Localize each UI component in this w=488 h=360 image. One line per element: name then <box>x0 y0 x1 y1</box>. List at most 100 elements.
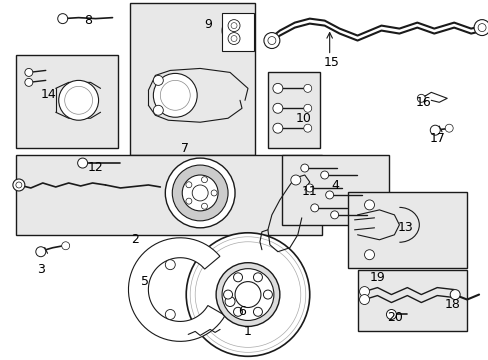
Circle shape <box>364 200 374 210</box>
Circle shape <box>253 307 262 316</box>
Text: 15: 15 <box>323 56 339 69</box>
Circle shape <box>192 185 208 201</box>
Circle shape <box>305 184 313 192</box>
Circle shape <box>25 68 33 76</box>
Circle shape <box>153 73 197 117</box>
Text: 18: 18 <box>444 298 459 311</box>
Circle shape <box>325 191 333 199</box>
Circle shape <box>227 20 240 32</box>
Bar <box>347 192 466 268</box>
Circle shape <box>267 37 275 45</box>
Bar <box>16 155 321 235</box>
Circle shape <box>153 75 163 85</box>
Circle shape <box>230 23 237 28</box>
Circle shape <box>290 175 300 185</box>
Circle shape <box>330 211 338 219</box>
Circle shape <box>201 177 207 183</box>
Circle shape <box>25 78 33 86</box>
Circle shape <box>185 198 191 204</box>
Circle shape <box>364 250 374 260</box>
Circle shape <box>36 247 46 257</box>
Circle shape <box>473 20 488 36</box>
Circle shape <box>13 179 25 191</box>
Circle shape <box>227 21 247 41</box>
Circle shape <box>303 124 311 132</box>
Circle shape <box>303 104 311 112</box>
Text: 8: 8 <box>84 14 92 27</box>
Bar <box>281 155 388 225</box>
Circle shape <box>320 171 328 179</box>
Circle shape <box>58 14 67 24</box>
Circle shape <box>59 80 99 120</box>
Text: 12: 12 <box>87 161 103 174</box>
Circle shape <box>303 84 311 92</box>
Circle shape <box>386 310 396 319</box>
Circle shape <box>165 158 235 228</box>
Circle shape <box>416 94 425 102</box>
Bar <box>16 55 118 148</box>
Circle shape <box>272 84 282 93</box>
Circle shape <box>235 282 261 307</box>
Text: 5: 5 <box>141 275 149 288</box>
Circle shape <box>227 32 240 45</box>
Circle shape <box>165 310 175 319</box>
Text: 14: 14 <box>41 88 57 101</box>
Circle shape <box>444 124 452 132</box>
Circle shape <box>165 260 175 270</box>
Circle shape <box>78 158 87 168</box>
Circle shape <box>216 263 279 327</box>
Circle shape <box>182 175 218 211</box>
Text: 11: 11 <box>301 185 317 198</box>
Circle shape <box>153 105 163 115</box>
Circle shape <box>190 237 305 352</box>
Text: 4: 4 <box>331 180 339 193</box>
Bar <box>357 270 466 332</box>
Circle shape <box>449 289 459 300</box>
Circle shape <box>359 294 369 305</box>
Circle shape <box>272 123 282 133</box>
Circle shape <box>172 165 227 221</box>
Circle shape <box>251 292 260 300</box>
Text: 17: 17 <box>428 132 444 145</box>
Bar <box>222 13 253 50</box>
Text: 16: 16 <box>414 96 430 109</box>
Circle shape <box>16 182 22 188</box>
Circle shape <box>195 242 300 347</box>
Text: 20: 20 <box>386 311 403 324</box>
Circle shape <box>359 287 369 297</box>
Circle shape <box>272 103 282 113</box>
Circle shape <box>222 15 253 46</box>
Circle shape <box>185 182 191 188</box>
Text: 10: 10 <box>295 112 311 125</box>
Bar <box>267 72 319 148</box>
Text: 2: 2 <box>131 233 139 246</box>
Text: 13: 13 <box>397 221 412 234</box>
Circle shape <box>477 24 485 32</box>
Circle shape <box>61 242 69 250</box>
Circle shape <box>160 80 190 110</box>
Text: 6: 6 <box>238 305 245 318</box>
Circle shape <box>233 273 242 282</box>
Circle shape <box>186 233 309 356</box>
Circle shape <box>222 269 273 320</box>
Circle shape <box>211 190 217 196</box>
Bar <box>130 3 254 155</box>
Polygon shape <box>128 238 224 341</box>
Circle shape <box>201 203 207 209</box>
Circle shape <box>300 164 308 172</box>
Circle shape <box>263 290 272 299</box>
Circle shape <box>253 273 262 282</box>
Circle shape <box>223 290 232 299</box>
Circle shape <box>429 125 439 135</box>
Text: 1: 1 <box>244 325 251 338</box>
Text: 3: 3 <box>37 263 44 276</box>
Circle shape <box>230 36 237 41</box>
Circle shape <box>224 297 235 306</box>
Circle shape <box>264 32 279 49</box>
Circle shape <box>64 86 92 114</box>
Text: 9: 9 <box>204 18 212 31</box>
Circle shape <box>310 204 318 212</box>
Circle shape <box>233 307 242 316</box>
Text: 7: 7 <box>181 141 189 155</box>
Text: 19: 19 <box>369 271 385 284</box>
